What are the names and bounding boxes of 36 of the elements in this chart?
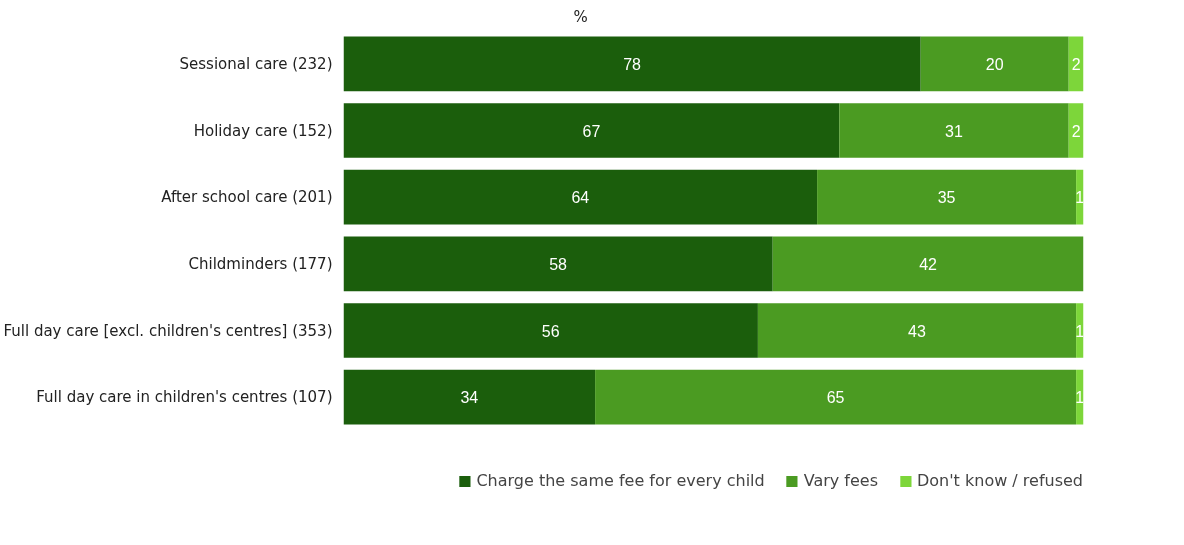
data-label: 34 (460, 389, 479, 407)
data-label: 35 (937, 189, 956, 207)
legend-label: Charge the same fee for every child (476, 471, 765, 490)
y-tick-label: Full day care in children's centres (107) (36, 388, 333, 407)
data-label: 31 (945, 122, 963, 140)
data-label: 56 (541, 322, 560, 340)
bar (757, 303, 1077, 358)
bar (343, 303, 758, 358)
bar (839, 103, 1069, 158)
data-label: 2 (1071, 55, 1081, 73)
y-tick-label: Childminders (177) (188, 254, 333, 273)
text: % (573, 7, 588, 26)
data-label: 78 (623, 55, 642, 73)
data-label: 58 (549, 255, 568, 273)
bar (920, 36, 1069, 92)
data-label: 43 (908, 322, 926, 340)
bar (772, 236, 1084, 292)
bar (595, 369, 1077, 425)
y-tick-label: After school care (201) (161, 188, 333, 207)
y-tick-label: Full day care [excl. children's centres] (353) (3, 321, 333, 340)
bar (343, 36, 921, 92)
bar (817, 169, 1077, 225)
legend-label: Don't know / refused (916, 471, 1083, 490)
bar (343, 236, 773, 292)
bar (343, 103, 840, 158)
data-label: 2 (1071, 122, 1081, 140)
data-label: 67 (582, 122, 601, 140)
data-label: 64 (571, 189, 590, 207)
data-label: 65 (826, 389, 845, 407)
legend-label: Vary fees (803, 471, 878, 490)
bar (343, 369, 596, 425)
y-tick-label: Sessional care (232) (179, 54, 333, 73)
bar (343, 169, 818, 225)
data-label: 42 (919, 255, 938, 273)
y-tick-label: Holiday care (152) (193, 121, 333, 140)
data-label: 20 (985, 55, 1004, 73)
